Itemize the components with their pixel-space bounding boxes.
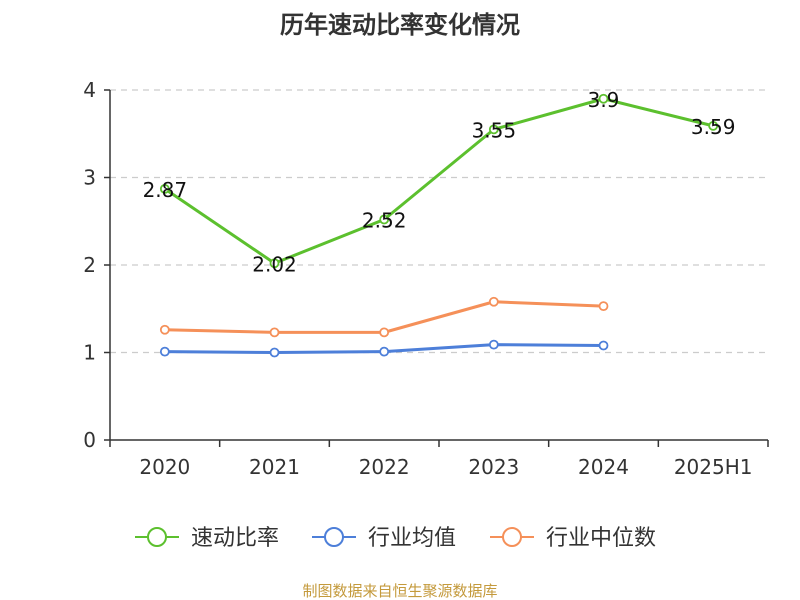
data-point <box>379 214 390 225</box>
data-point <box>159 346 170 357</box>
data-point <box>598 340 609 351</box>
data-point <box>598 301 609 312</box>
y-tick-label: 3 <box>83 166 96 190</box>
data-point <box>159 183 170 194</box>
data-point <box>708 120 719 131</box>
legend-swatch-marker <box>147 527 167 547</box>
data-point <box>379 327 390 338</box>
legend-swatch-marker <box>324 527 344 547</box>
data-point <box>379 346 390 357</box>
data-label: 3.9 <box>588 88 620 112</box>
y-tick-label: 0 <box>83 428 96 452</box>
series-line <box>163 97 714 265</box>
y-tick-label: 2 <box>83 253 96 277</box>
data-label: 2.52 <box>362 209 407 233</box>
data-point <box>159 324 170 335</box>
data-point <box>488 124 499 135</box>
legend-swatch-marker <box>502 527 522 547</box>
data-point <box>269 327 280 338</box>
data-point <box>488 339 499 350</box>
data-point <box>269 347 280 358</box>
x-tick-label: 2020 <box>139 455 190 479</box>
y-tick-label: 4 <box>83 78 96 102</box>
data-point <box>488 296 499 307</box>
x-tick-label: 2022 <box>359 455 410 479</box>
data-label: 3.55 <box>472 118 517 142</box>
legend-label: 速动比率 <box>191 526 279 551</box>
data-label: 2.87 <box>143 178 188 202</box>
data-source-note: 制图数据来自恒生聚源数据库 <box>302 582 497 600</box>
y-tick-label: 1 <box>83 341 96 365</box>
data-point <box>269 258 280 269</box>
x-tick-label: 2025H1 <box>674 455 753 479</box>
x-tick-label: 2023 <box>468 455 519 479</box>
data-label: 2.02 <box>252 252 297 276</box>
data-label: 3.59 <box>691 115 736 139</box>
data-point <box>598 93 609 104</box>
x-tick-label: 2021 <box>249 455 300 479</box>
legend-label: 行业均值 <box>368 526 456 551</box>
legend-label: 行业中位数 <box>546 526 656 551</box>
chart-title: 历年速动比率变化情况 <box>280 11 520 39</box>
x-tick-label: 2024 <box>578 455 629 479</box>
